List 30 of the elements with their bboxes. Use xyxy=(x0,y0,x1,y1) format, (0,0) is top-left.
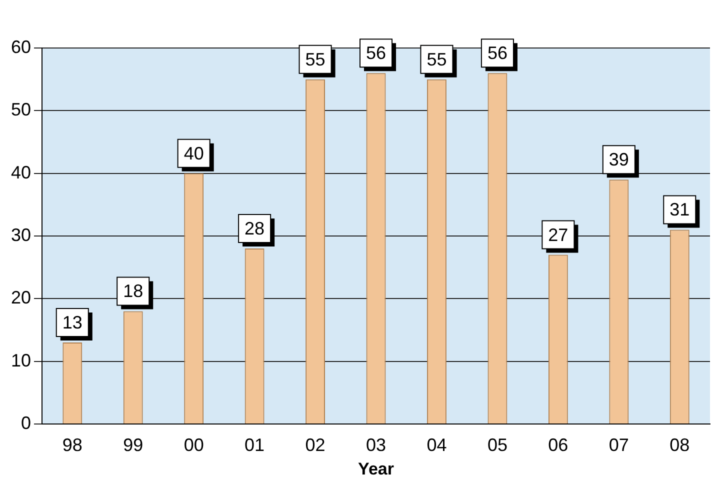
y-tick-label: 40 xyxy=(10,162,32,182)
x-tick-label: 06 xyxy=(548,434,568,455)
x-tick-label: 03 xyxy=(366,434,386,455)
data-label: 18 xyxy=(123,281,144,302)
x-tick-label: 99 xyxy=(123,434,144,455)
y-tick-label: 30 xyxy=(10,224,32,245)
x-tick-label: 01 xyxy=(244,434,265,455)
x-tick-label: 05 xyxy=(487,434,508,455)
data-label: 27 xyxy=(548,224,568,245)
y-tick-label: 50 xyxy=(10,100,32,120)
x-tick-label: 02 xyxy=(305,434,326,455)
y-tick-label: 20 xyxy=(10,288,32,308)
data-label: 55 xyxy=(426,49,447,70)
x-tick-label: 08 xyxy=(670,434,690,455)
data-label: 56 xyxy=(487,43,508,64)
y-tick-label: 60 xyxy=(10,36,32,57)
data-label: 40 xyxy=(184,143,204,164)
x-axis-title: Year xyxy=(358,459,394,478)
data-label: 39 xyxy=(608,150,629,170)
x-tick-label: 00 xyxy=(184,434,204,455)
x-tick-label: 07 xyxy=(608,434,629,455)
y-tick-label: 10 xyxy=(10,350,32,370)
x-tick-label: 04 xyxy=(426,434,447,455)
data-label: 55 xyxy=(305,49,326,70)
data-label: 13 xyxy=(62,312,82,332)
x-tick-label: 98 xyxy=(62,434,82,455)
y-tick-label: 0 xyxy=(21,412,32,433)
data-label: 31 xyxy=(670,200,690,220)
data-label: 56 xyxy=(366,43,386,64)
data-label: 28 xyxy=(244,218,265,238)
